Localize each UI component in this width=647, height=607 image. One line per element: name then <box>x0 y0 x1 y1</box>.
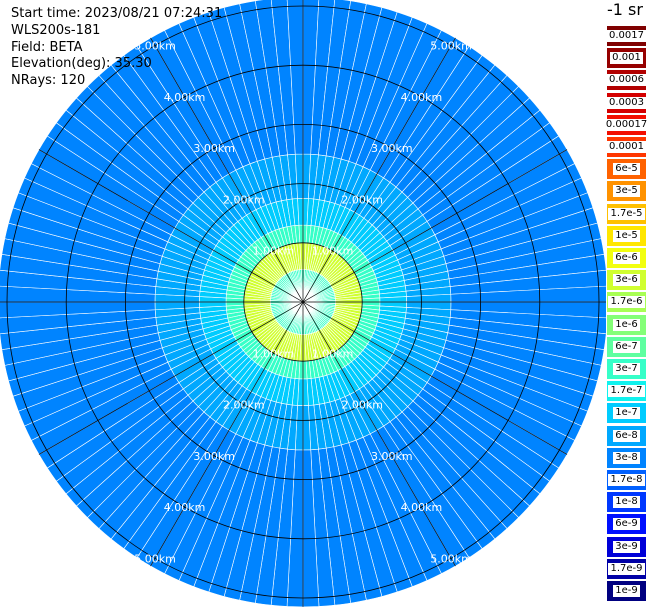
azimuth-spoke <box>302 37 456 303</box>
range-ring-label: 5.00km <box>134 40 176 53</box>
colorbar-tick-label: 3e-7 <box>613 363 640 375</box>
colorbar-tick-label: 0.0003 <box>607 96 646 109</box>
range-ring-label: 5.00km <box>430 40 472 53</box>
range-ring-label: 4.00km <box>401 91 443 104</box>
range-ring-label: 1.00km <box>253 245 295 258</box>
range-ring-label: 3.00km <box>193 450 235 463</box>
colorbar-tick-label: 3e-6 <box>613 274 640 287</box>
range-ring-label: 3.00km <box>371 142 413 155</box>
elevation-label: Elevation(deg): 35.30 <box>11 56 152 71</box>
colorbar-swatch: 0.0003 <box>606 91 647 114</box>
azimuth-spoke <box>150 37 304 303</box>
range-ring-label: 2.00km <box>223 399 265 412</box>
colorbar-swatch: 1.7e-6 <box>606 291 647 314</box>
range-ring-label: 1.00km <box>312 245 354 258</box>
range-ring-label: 3.00km <box>193 142 235 155</box>
range-ring-label: 2.00km <box>341 193 383 206</box>
colorbar-swatch: 1e-9 <box>606 580 647 602</box>
colorbar-unit: -1 sr <box>607 0 643 19</box>
range-ring-label: 5.00km <box>430 552 472 565</box>
colorbar-swatch: 1.7e-7 <box>606 380 647 403</box>
colorbar-swatch: 1.7e-5 <box>606 202 647 225</box>
colorbar-tick-label: 0.001 <box>610 52 643 65</box>
colorbar-tick-label: 0.0017 <box>607 30 646 42</box>
colorbar-swatch: 0.0017 <box>606 25 647 47</box>
polar-scan-plot: 1.00km 1.00km 1.00km 1.00km 2.00km 2.00km 2.00… <box>0 0 606 607</box>
colorbar-swatch: 3e-8 <box>606 446 647 469</box>
range-ring-label: 4.00km <box>164 501 206 514</box>
azimuth-spoke <box>38 149 304 303</box>
colorbar-swatch: 0.0001 <box>606 136 647 158</box>
range-ring-label: 2.00km <box>341 399 383 412</box>
ray-segment <box>298 224 304 244</box>
colorbar-tick-label: 0.0006 <box>607 74 646 87</box>
colorbar-tick-label: 1.7e-5 <box>608 207 645 220</box>
azimuth-spoke <box>302 149 568 303</box>
colorbar-tick-label: 3e-5 <box>613 185 640 198</box>
range-ring-label: 4.00km <box>164 91 206 104</box>
nrays-label: NRays: 120 <box>11 73 86 88</box>
ray-segment <box>225 301 245 307</box>
start-time-label: Start time: 2023/08/21 07:24:31 <box>11 6 223 21</box>
colorbar-tick-label: 1.7e-9 <box>608 562 645 575</box>
azimuth-spokes <box>0 0 606 607</box>
colorbar-swatch: 6e-6 <box>606 247 647 269</box>
instrument-label: WLS200s-181 <box>11 23 101 38</box>
colorbar-tick-label: 1.7e-7 <box>608 385 645 398</box>
colorbar-swatch: 3e-9 <box>606 535 647 558</box>
colorbar: 0.0017 0.001 0.0006 0.0003 0.00017 0.0001 6e-5… <box>603 25 647 603</box>
colorbar-swatch: 3e-7 <box>606 358 647 380</box>
colorbar-swatch: 1e-7 <box>606 402 647 425</box>
colorbar-tick-label: 6e-5 <box>613 163 640 176</box>
colorbar-tick-label: 6e-8 <box>613 429 640 442</box>
range-ring-labels: 1.00km 1.00km 1.00km 1.00km 2.00km 2.00km 2.00… <box>134 40 472 566</box>
colorbar-swatch: 1e-8 <box>606 491 647 514</box>
colorbar-tick-label: 3e-8 <box>613 451 640 464</box>
azimuth-spoke <box>302 301 568 455</box>
colorbar-tick-label: 1e-9 <box>613 585 640 597</box>
range-ring-label: 2.00km <box>223 193 265 206</box>
ray-segment <box>361 297 381 303</box>
azimuth-spoke <box>302 301 456 567</box>
field-label: Field: BETA <box>11 40 83 55</box>
colorbar-tick-label: 1e-8 <box>613 496 640 509</box>
colorbar-swatch: 1.7e-9 <box>606 557 647 580</box>
colorbar-tick-label: 1e-5 <box>613 229 640 242</box>
range-ring-label: 4.00km <box>401 501 443 514</box>
range-ring-label: 1.00km <box>312 347 354 360</box>
colorbar-swatch: 1e-6 <box>606 313 647 336</box>
azimuth-spoke <box>38 301 304 455</box>
colorbar-tick-label: 6e-6 <box>613 252 640 264</box>
colorbar-tick-label: 0.0001 <box>607 141 646 153</box>
range-ring-label: 5.00km <box>134 552 176 565</box>
colorbar-swatch: 6e-8 <box>606 424 647 447</box>
colorbar-swatch: 0.001 <box>606 47 647 70</box>
azimuth-spoke <box>150 301 304 567</box>
colorbar-tick-label: 6e-7 <box>613 340 640 353</box>
colorbar-swatch: 3e-6 <box>606 269 647 292</box>
colorbar-tick-label: 3e-9 <box>613 540 640 553</box>
beta-wedges <box>0 0 606 607</box>
colorbar-swatch: 6e-7 <box>606 335 647 358</box>
colorbar-swatch: 1.7e-8 <box>606 469 647 491</box>
colorbar-tick-label: 1.7e-6 <box>608 296 645 309</box>
colorbar-swatch: 3e-5 <box>606 180 647 203</box>
colorbar-swatch: 0.0006 <box>606 69 647 92</box>
range-ring-label: 1.00km <box>253 347 295 360</box>
colorbar-swatch: 6e-9 <box>606 513 647 536</box>
ray-segment <box>302 360 308 380</box>
colorbar-swatch: 1e-5 <box>606 224 647 247</box>
colorbar-tick-label: 6e-9 <box>613 518 640 531</box>
colorbar-swatch: 0.00017 <box>603 113 647 136</box>
colorbar-tick-label: 0.00017 <box>603 118 647 131</box>
colorbar-tick-label: 1e-6 <box>613 318 640 331</box>
colorbar-tick-label: 1.7e-8 <box>608 474 645 486</box>
colorbar-tick-label: 1e-7 <box>613 407 640 420</box>
range-ring-label: 3.00km <box>371 450 413 463</box>
colorbar-swatch: 6e-5 <box>606 158 647 181</box>
